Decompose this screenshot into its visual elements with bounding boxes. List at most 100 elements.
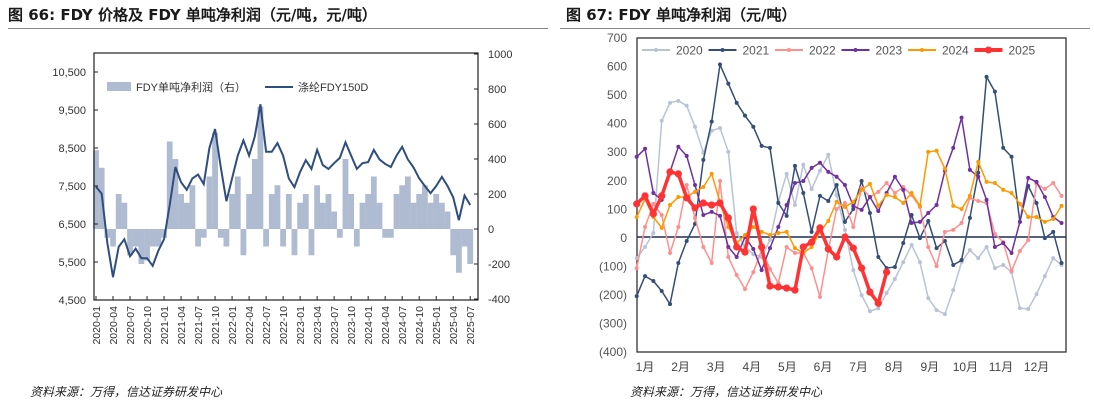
data-point-2021 xyxy=(1009,154,1014,159)
data-point-2023 xyxy=(959,115,964,120)
data-point-2020 xyxy=(859,293,864,298)
data-point-2024 xyxy=(1042,219,1047,224)
legend-label-2023: 2023 xyxy=(876,44,903,58)
data-point-2023 xyxy=(1059,221,1064,226)
data-point-2025 xyxy=(849,244,857,252)
data-point-2024 xyxy=(1059,203,1064,208)
data-point-2020 xyxy=(926,296,931,301)
data-point-2025 xyxy=(758,243,766,251)
x-axis-label: 11月 xyxy=(989,360,1013,374)
data-point-2020 xyxy=(767,237,772,242)
profit-bar xyxy=(325,194,332,229)
data-point-2022 xyxy=(651,201,656,206)
data-point-2020 xyxy=(651,231,656,236)
x-axis-label: 5月 xyxy=(778,360,797,374)
data-point-2020 xyxy=(792,203,797,208)
x-axis-label: 2024-10 xyxy=(414,306,426,345)
data-point-2022 xyxy=(792,250,797,255)
x-axis-label: 2020-10 xyxy=(142,306,154,345)
data-point-2020 xyxy=(684,103,689,108)
profit-bar xyxy=(302,194,309,229)
data-point-2024 xyxy=(876,203,881,208)
data-point-2021 xyxy=(634,294,639,299)
profit-bar xyxy=(274,185,281,229)
fdy-yearly-profit-chart: 700 600 500 400 300 200 100 0 (100) (200) (300) (40… xyxy=(599,31,1067,374)
data-point-2022 xyxy=(742,286,747,291)
profit-bar xyxy=(444,211,451,229)
profit-bar xyxy=(234,176,241,229)
data-point-2024 xyxy=(1009,191,1014,196)
data-point-2024 xyxy=(884,193,889,198)
price-line xyxy=(95,104,472,278)
data-point-2022 xyxy=(976,199,981,204)
data-point-2023 xyxy=(826,169,831,174)
data-point-2023 xyxy=(751,246,756,251)
data-point-2022 xyxy=(751,270,756,275)
profit-bar xyxy=(450,229,457,256)
data-point-2022 xyxy=(709,260,714,265)
y-axis-label: (200) xyxy=(599,288,627,302)
data-point-2024 xyxy=(826,219,831,224)
data-point-2023 xyxy=(926,211,931,216)
profit-bar xyxy=(393,194,400,229)
x-axis-label: 2022-07 xyxy=(261,306,273,345)
data-point-2024 xyxy=(759,229,764,234)
y-axis-label: 200 xyxy=(607,174,627,188)
data-point-2024 xyxy=(867,181,872,186)
x-axis-label: 2023-07 xyxy=(329,306,341,345)
data-point-2021 xyxy=(851,207,856,212)
data-point-2020 xyxy=(984,244,989,249)
y-axis-label: 600 xyxy=(607,60,627,74)
y-axis-label: 500 xyxy=(607,88,627,102)
data-point-2021 xyxy=(817,193,822,198)
data-point-2024 xyxy=(709,171,714,176)
data-point-2021 xyxy=(709,119,714,124)
profit-bar xyxy=(166,141,173,229)
data-point-2025 xyxy=(683,194,691,202)
x-axis-label: 2021-10 xyxy=(210,306,222,345)
data-point-2020 xyxy=(693,124,698,129)
data-point-2023 xyxy=(892,174,897,179)
series-line-2021 xyxy=(636,61,1063,307)
data-point-2021 xyxy=(734,100,739,105)
data-point-2024 xyxy=(917,203,922,208)
legend-swatch-profit xyxy=(107,82,131,91)
data-point-2024 xyxy=(634,215,639,220)
data-point-2021 xyxy=(659,288,664,293)
series-line-2023 xyxy=(636,117,1062,273)
left-axis-label: 7,500 xyxy=(58,181,86,193)
data-point-2024 xyxy=(851,199,856,204)
data-point-2025 xyxy=(724,214,732,222)
data-point-2020 xyxy=(909,242,914,247)
left-axis-label: 10,500 xyxy=(52,67,86,79)
data-point-2023 xyxy=(734,254,739,259)
left-source-note: 资料来源：万得，信达证券研发中心 xyxy=(30,385,223,399)
legend-marker-2023 xyxy=(853,48,858,52)
profit-bar xyxy=(370,176,377,229)
data-point-2020 xyxy=(851,268,856,273)
data-point-2023 xyxy=(859,207,864,212)
data-point-2024 xyxy=(676,195,681,200)
data-point-2021 xyxy=(901,240,906,245)
data-point-2022 xyxy=(959,221,964,226)
data-point-2024 xyxy=(842,205,847,210)
data-point-2023 xyxy=(867,195,872,200)
right-axis-label: 800 xyxy=(488,84,506,96)
x-axis-label: 2025-01 xyxy=(431,306,443,345)
data-point-2025 xyxy=(874,299,882,307)
data-point-2022 xyxy=(1026,238,1031,243)
data-point-2023 xyxy=(1026,175,1031,180)
y-axis-label: 700 xyxy=(607,31,627,45)
legend-label-2025: 2025 xyxy=(1009,44,1036,58)
data-point-2024 xyxy=(701,185,706,190)
data-point-2020 xyxy=(976,256,981,261)
profit-bar xyxy=(121,202,128,229)
data-point-2021 xyxy=(942,238,947,243)
data-point-2025 xyxy=(666,168,674,176)
data-point-2024 xyxy=(834,199,839,204)
profit-bar xyxy=(257,106,264,229)
data-point-2023 xyxy=(842,183,847,188)
data-point-2021 xyxy=(867,211,872,216)
profit-bar xyxy=(399,185,406,229)
x-axis-label: 3月 xyxy=(707,360,726,374)
